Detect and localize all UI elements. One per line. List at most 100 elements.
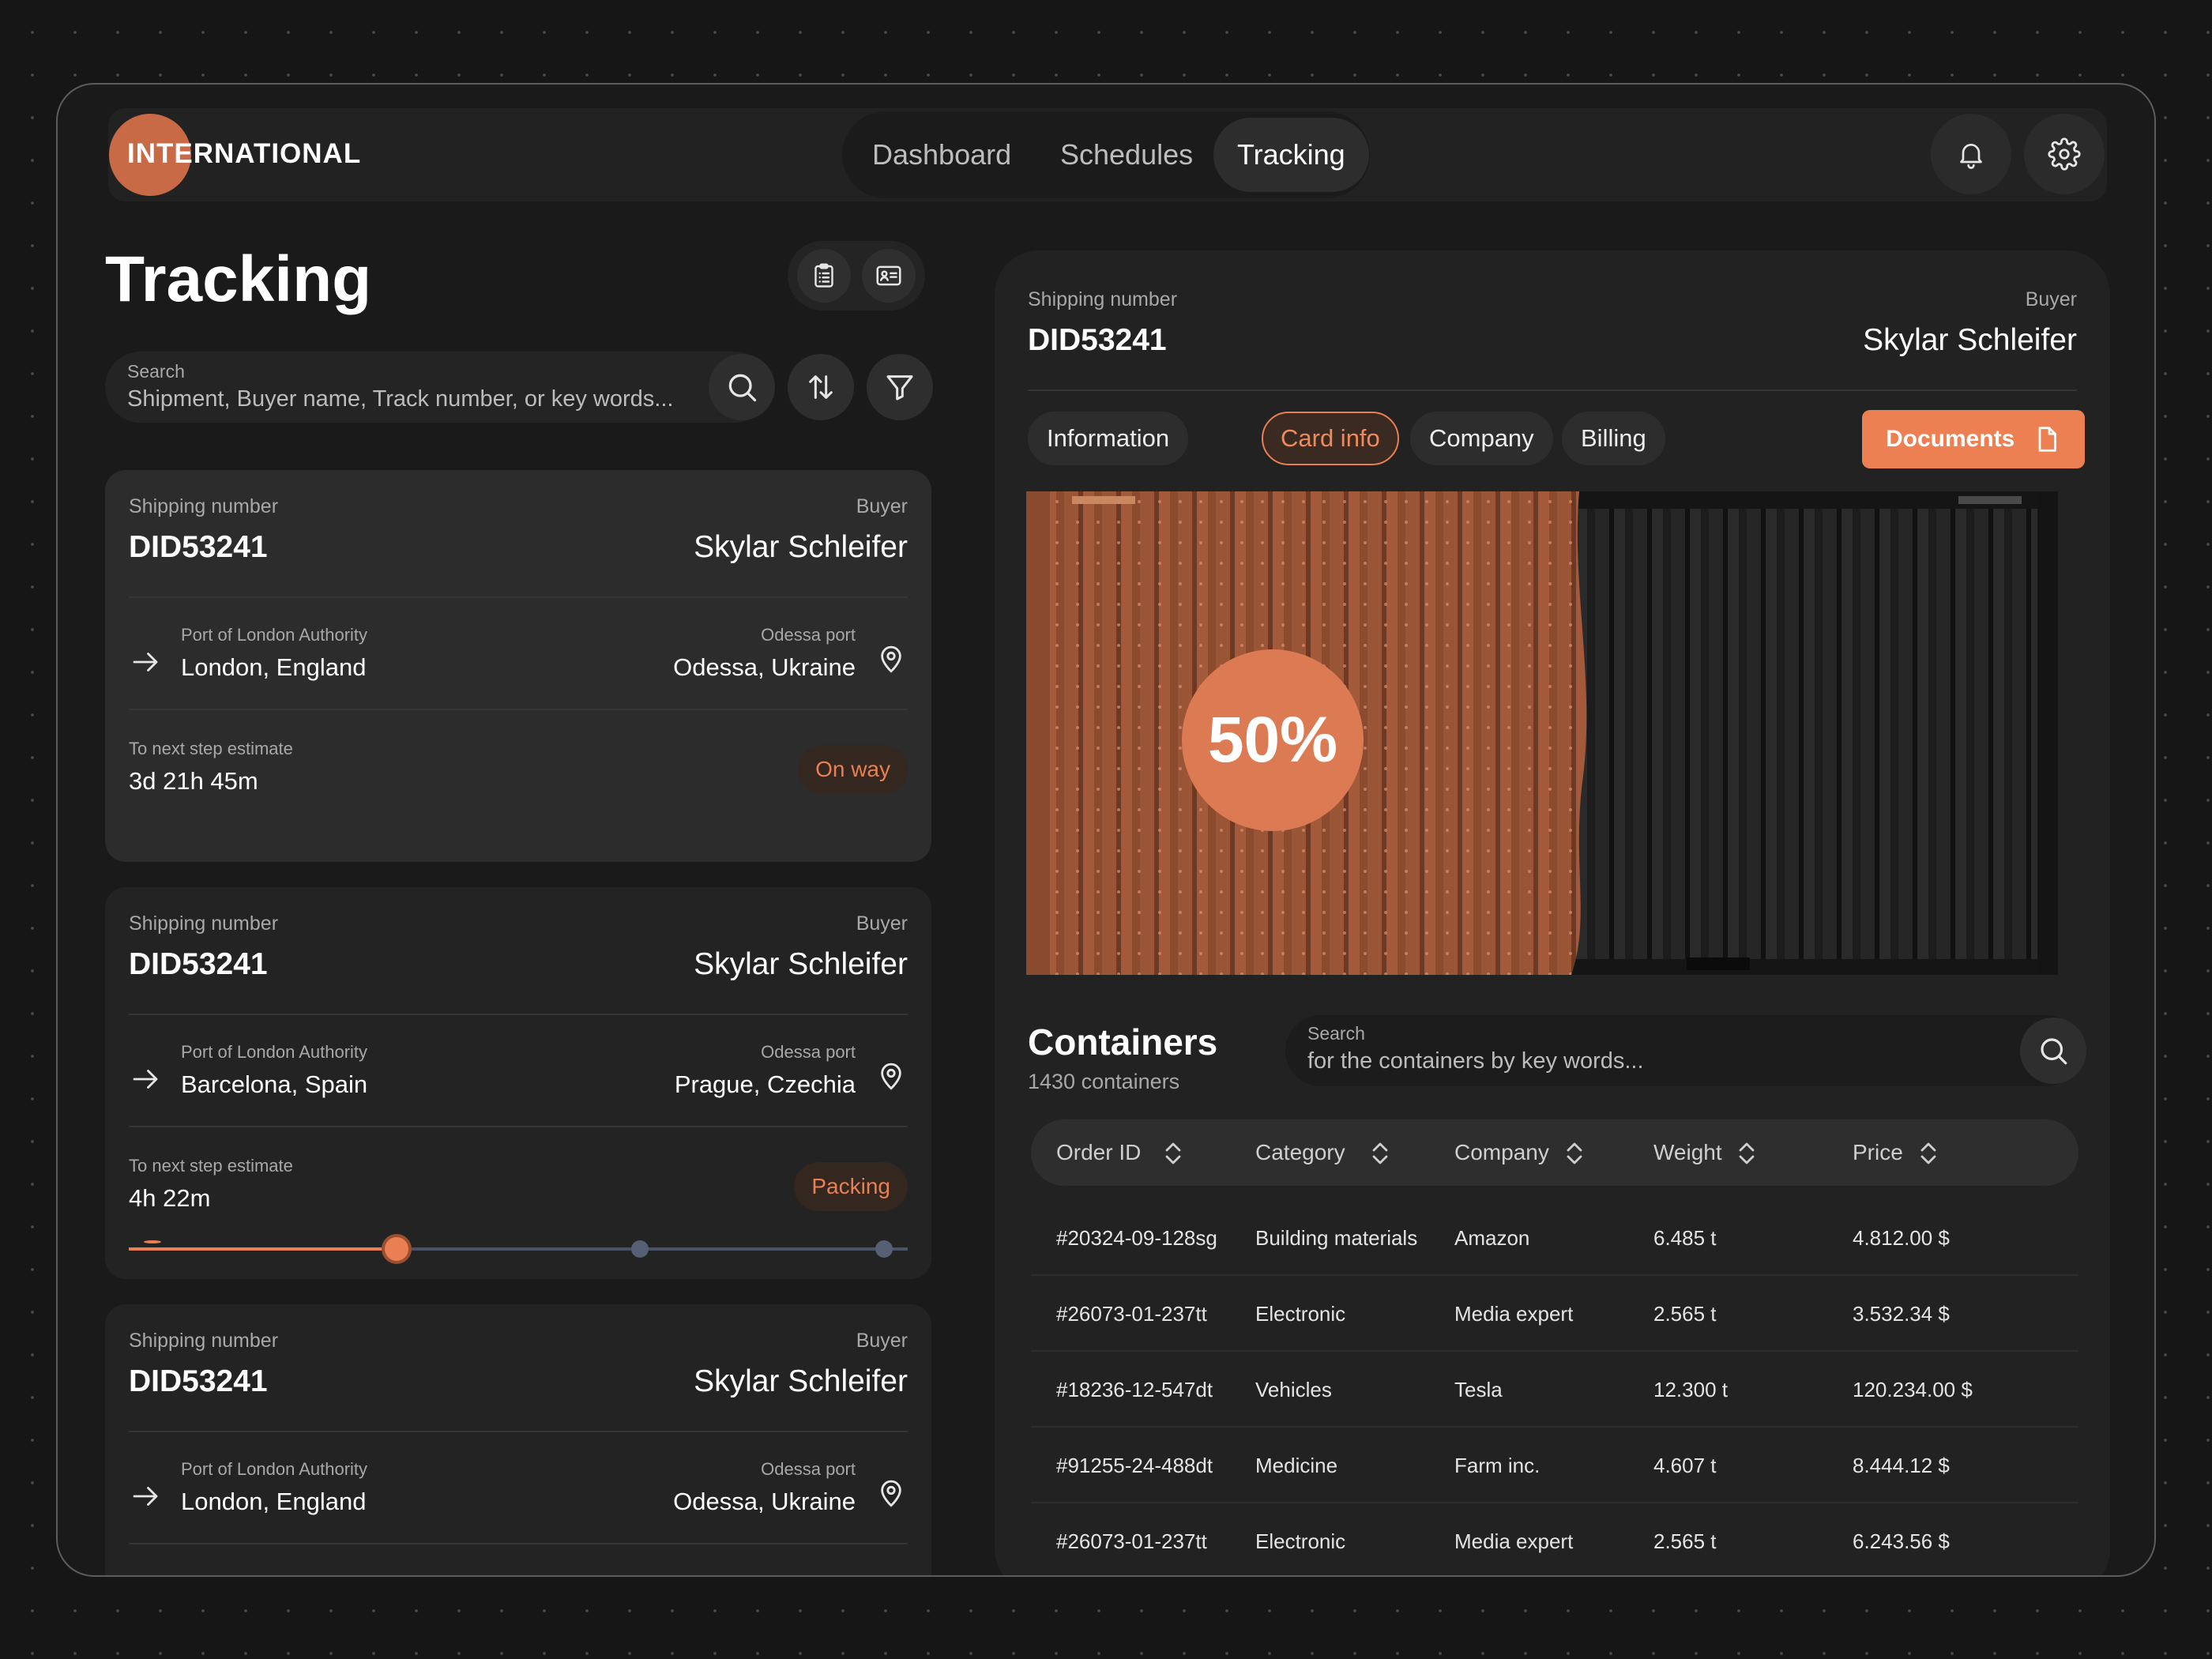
col-price[interactable]: Price (1853, 1119, 1936, 1186)
sort-chevrons-icon (1372, 1142, 1388, 1164)
documents-label: Documents (1886, 426, 2015, 452)
status-badge: On way (798, 745, 908, 794)
sort-chevrons-icon (1739, 1142, 1755, 1164)
col-weight[interactable]: Weight (1653, 1119, 1755, 1186)
progress-step-dot (631, 1240, 649, 1258)
nav-schedules[interactable]: Schedules (1060, 138, 1194, 171)
search-label: Search (127, 361, 185, 382)
progress-step-dot (144, 1240, 161, 1243)
origin-city: London, England (181, 653, 367, 681)
shipment-card[interactable]: Shipping number Buyer DID53241 Skylar Sc… (105, 887, 931, 1279)
tab-billing[interactable]: Billing (1562, 412, 1665, 465)
containers-search-field[interactable]: Search for the containers by key words..… (1285, 1015, 2086, 1086)
col-company[interactable]: Company (1454, 1119, 1582, 1186)
search-icon (2041, 1038, 2067, 1065)
cell-order-id: #18236-12-547dt (1056, 1378, 1213, 1401)
tab-information[interactable]: Information (1028, 412, 1189, 465)
col-order-id[interactable]: Order ID (1056, 1119, 1181, 1186)
buyer-name: Skylar Schleifer (694, 1364, 908, 1398)
cell-price: 6.243.56 $ (1853, 1529, 1950, 1553)
containers-count: 1430 containers (1028, 1070, 1180, 1093)
logo-text[interactable]: INTERNATIONAL (127, 138, 362, 169)
divider (129, 596, 908, 598)
cell-price: 3.532.34 $ (1853, 1302, 1950, 1326)
tab-card-info[interactable]: Card info (1262, 412, 1399, 465)
cell-category: Medicine (1255, 1454, 1338, 1477)
bell-icon (1960, 144, 1982, 169)
destination-city: Odessa, Ukraine (673, 1488, 856, 1515)
estimate-label: To next step estimate (129, 739, 293, 758)
containers-search-input[interactable]: for the containers by key words... (1307, 1048, 1644, 1074)
arrow-right-icon (133, 1070, 158, 1089)
destination-port: Odessa port (761, 1459, 856, 1479)
sort-chevrons-icon (1920, 1142, 1936, 1164)
cell-order-id: #26073-01-237tt (1056, 1529, 1207, 1553)
col-label: Category (1255, 1140, 1345, 1164)
cell-order-id: #26073-01-237tt (1056, 1302, 1207, 1326)
origin-port: Port of London Authority (181, 625, 368, 645)
arrow-right-icon (133, 1487, 158, 1506)
shipment-detail-panel: Shipping number Buyer DID53241 Skylar Sc… (995, 250, 2110, 1575)
cell-company: Tesla (1454, 1378, 1503, 1401)
estimate-value: 4h 22m (129, 1184, 211, 1212)
divider (129, 1543, 908, 1544)
col-label: Company (1454, 1140, 1549, 1164)
shipping-number: DID53241 (129, 530, 268, 564)
sort-button[interactable] (788, 354, 854, 420)
progress-step-dot (384, 1237, 408, 1261)
cell-category: Electronic (1255, 1529, 1346, 1553)
shipment-search-field[interactable]: Search Shipment, Buyer name, Track numbe… (105, 352, 770, 423)
shipping-number-label: Shipping number (129, 495, 279, 517)
col-category[interactable]: Category (1255, 1119, 1388, 1186)
filter-button[interactable] (867, 354, 933, 420)
id-card-icon (876, 265, 901, 286)
shipping-number: DID53241 (129, 1364, 268, 1398)
nav-dashboard[interactable]: Dashboard (872, 138, 1012, 171)
shipping-number: DID53241 (129, 947, 268, 981)
search-label: Search (1307, 1023, 1365, 1044)
table-row[interactable]: #26073-01-237tt Electronic Media expert … (1031, 1503, 2078, 1575)
origin-city: Barcelona, Spain (181, 1070, 368, 1098)
buyer-label: Buyer (856, 495, 908, 517)
table-row[interactable]: #26073-01-237tt Electronic Media expert … (1031, 1276, 2078, 1352)
tab-company[interactable]: Company (1410, 412, 1553, 465)
divider (129, 1431, 908, 1432)
containers-title: Containers (1028, 1021, 1218, 1063)
shipping-number: DID53241 (1028, 323, 1167, 357)
search-input[interactable]: Shipment, Buyer name, Track number, or k… (127, 386, 674, 412)
table-row[interactable]: #18236-12-547dt Vehicles Tesla 12.300 t … (1031, 1352, 2078, 1428)
cell-weight: 12.300 t (1653, 1378, 1728, 1401)
progress-fill (129, 1247, 397, 1251)
search-button[interactable] (709, 354, 775, 420)
col-label: Price (1853, 1140, 1903, 1164)
table-row[interactable]: #20324-09-128sg Building materials Amazo… (1031, 1200, 2078, 1276)
gear-icon (2048, 137, 2081, 171)
search-icon (728, 374, 757, 402)
clipboard-icon (814, 263, 833, 288)
logo-mark[interactable] (109, 114, 191, 196)
cell-order-id: #20324-09-128sg (1056, 1226, 1217, 1250)
containers-search-button[interactable] (2020, 1018, 2086, 1084)
documents-button[interactable]: Documents (1862, 410, 2085, 468)
card-view-button[interactable] (862, 249, 916, 303)
progress-track (129, 1237, 908, 1261)
shipment-card[interactable]: Shipping number Buyer DID53241 Skylar Sc… (105, 1304, 931, 1575)
divider (129, 1126, 908, 1127)
shipping-number-label: Shipping number (1028, 288, 1178, 310)
divider (1028, 389, 2077, 391)
divider (129, 1014, 908, 1015)
cell-company: Media expert (1454, 1529, 1574, 1553)
divider (129, 709, 908, 710)
origin-port: Port of London Authority (181, 1459, 368, 1479)
settings-button[interactable] (2022, 112, 2106, 196)
shipment-card[interactable]: Shipping number Buyer DID53241 Skylar Sc… (105, 470, 931, 924)
cell-weight: 4.607 t (1653, 1454, 1717, 1477)
cell-price: 4.812.00 $ (1853, 1226, 1950, 1250)
nav-tracking[interactable]: Tracking (1213, 118, 1369, 192)
buyer-label: Buyer (856, 1330, 908, 1352)
buyer-label: Buyer (856, 912, 908, 935)
table-row[interactable]: #91255-24-488dt Medicine Farm inc. 4.607… (1031, 1428, 2078, 1503)
list-view-button[interactable] (797, 249, 851, 303)
filter-icon (886, 375, 913, 401)
notifications-button[interactable] (1929, 112, 2013, 196)
